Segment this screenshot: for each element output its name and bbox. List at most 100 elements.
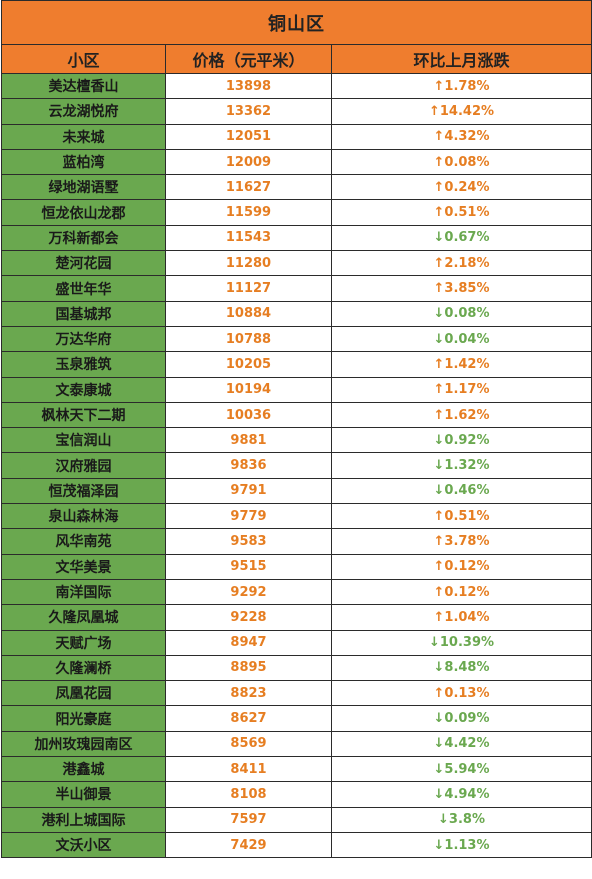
month-change-value: ↓4.94% [330, 781, 592, 808]
price-table: 铜山区 小区 价格（元平米） 环比上月涨跌 美达檀香山 13898 ↑1.78% 云龙… [0, 0, 592, 859]
community-name: 玉泉雅筑 [1, 351, 166, 378]
price-value: 13362 [165, 98, 332, 125]
community-name: 港鑫城 [1, 756, 166, 783]
community-name: 万科新都会 [1, 224, 166, 252]
table-row: 风华南苑 9583 ↑3.78% [1, 528, 592, 555]
community-name: 久隆澜桥 [1, 654, 166, 682]
community-name: 美达檀香山 [1, 72, 166, 100]
header-row: 小区 价格（元平米） 环比上月涨跌 [1, 44, 592, 74]
month-change-value: ↑0.51% [330, 199, 592, 226]
price-value: 11599 [165, 199, 332, 226]
price-value: 9515 [165, 553, 332, 580]
table-row: 万科新都会 11543 ↓0.67% [1, 224, 592, 252]
table-title: 铜山区 [0, 0, 592, 45]
community-name: 楚河花园 [1, 250, 166, 277]
community-name: 加州玫瑰园南区 [1, 730, 166, 758]
price-value: 8108 [165, 781, 332, 808]
month-change-value: ↑1.04% [330, 604, 592, 631]
table-row: 久隆凤凰城 9228 ↑1.04% [1, 604, 592, 631]
community-name: 万达华府 [1, 325, 166, 353]
month-change-value: ↓0.92% [330, 427, 592, 454]
table-body: 美达檀香山 13898 ↑1.78% 云龙湖悦府 13362 ↑14.42% 未来城 1205… [1, 72, 592, 859]
month-change-value: ↑1.62% [330, 401, 592, 429]
community-name: 蓝柏湾 [1, 148, 166, 176]
community-name: 国基城邦 [1, 300, 166, 327]
table-row: 美达檀香山 13898 ↑1.78% [1, 72, 592, 100]
table-row: 蓝柏湾 12009 ↑0.08% [1, 148, 592, 176]
month-change-value: ↑0.24% [330, 174, 592, 201]
table-row: 万达华府 10788 ↓0.04% [1, 325, 592, 353]
price-value: 9881 [165, 427, 332, 454]
month-change-value: ↓0.08% [330, 300, 592, 327]
community-name: 枫林天下二期 [1, 401, 166, 429]
month-change-value: ↓1.32% [330, 452, 592, 479]
month-change-value: ↓8.48% [330, 654, 592, 682]
community-name: 未来城 [1, 123, 166, 150]
month-change-value: ↑0.13% [330, 680, 592, 707]
price-value: 10788 [165, 325, 332, 353]
community-name: 宝信润山 [1, 427, 166, 454]
table-row: 天赋广场 8947 ↓10.39% [1, 629, 592, 656]
month-change-value: ↓0.46% [330, 477, 592, 505]
table-row: 未来城 12051 ↑4.32% [1, 123, 592, 150]
table-row: 港利上城国际 7597 ↓3.8% [1, 806, 592, 833]
price-value: 8411 [165, 756, 332, 783]
community-name: 天赋广场 [1, 629, 166, 656]
title-row: 铜山区 [0, 0, 592, 45]
price-value: 8627 [165, 705, 332, 732]
table-row: 港鑫城 8411 ↓5.94% [1, 756, 592, 783]
price-value: 7429 [165, 831, 332, 859]
community-name: 港利上城国际 [1, 806, 166, 833]
table-row: 盛世年华 11127 ↑3.85% [1, 275, 592, 302]
price-value: 9292 [165, 578, 332, 606]
community-name: 恒茂福泽园 [1, 477, 166, 505]
month-change-value: ↓3.8% [330, 806, 592, 833]
table-row: 汉府雅园 9836 ↓1.32% [1, 452, 592, 479]
month-change-value: ↓4.42% [330, 730, 592, 758]
community-name: 凤凰花园 [1, 680, 166, 707]
price-value: 11280 [165, 250, 332, 277]
community-name: 恒龙依山龙郡 [1, 199, 166, 226]
month-change-value: ↓5.94% [330, 756, 592, 783]
community-name: 南洋国际 [1, 578, 166, 606]
month-change-value: ↑0.08% [330, 148, 592, 176]
price-value: 10884 [165, 300, 332, 327]
community-name: 云龙湖悦府 [1, 98, 166, 125]
column-header-name: 小区 [1, 44, 166, 74]
price-value: 11627 [165, 174, 332, 201]
community-name: 久隆凤凰城 [1, 604, 166, 631]
table-row: 文沃小区 7429 ↓1.13% [1, 831, 592, 859]
month-change-value: ↑1.17% [330, 376, 592, 403]
column-header-change: 环比上月涨跌 [330, 44, 592, 74]
month-change-value: ↓0.04% [330, 325, 592, 353]
price-value: 9836 [165, 452, 332, 479]
table-row: 楚河花园 11280 ↑2.18% [1, 250, 592, 277]
price-value: 11127 [165, 275, 332, 302]
table-row: 南洋国际 9292 ↑0.12% [1, 578, 592, 606]
month-change-value: ↑1.42% [330, 351, 592, 378]
price-value: 9779 [165, 503, 332, 530]
community-name: 半山御景 [1, 781, 166, 808]
table-row: 文泰康城 10194 ↑1.17% [1, 376, 592, 403]
price-value: 12051 [165, 123, 332, 150]
column-header-price: 价格（元平米） [165, 44, 332, 74]
table-row: 宝信润山 9881 ↓0.92% [1, 427, 592, 454]
month-change-value: ↑14.42% [330, 98, 592, 125]
table-row: 久隆澜桥 8895 ↓8.48% [1, 654, 592, 682]
table-row: 绿地湖语墅 11627 ↑0.24% [1, 174, 592, 201]
price-value: 10194 [165, 376, 332, 403]
month-change-value: ↓10.39% [330, 629, 592, 656]
price-value: 11543 [165, 224, 332, 252]
month-change-value: ↑1.78% [330, 72, 592, 100]
price-value: 8569 [165, 730, 332, 758]
table-row: 半山御景 8108 ↓4.94% [1, 781, 592, 808]
table-row: 玉泉雅筑 10205 ↑1.42% [1, 351, 592, 378]
table-row: 云龙湖悦府 13362 ↑14.42% [1, 98, 592, 125]
price-value: 10205 [165, 351, 332, 378]
community-name: 盛世年华 [1, 275, 166, 302]
table-row: 凤凰花园 8823 ↑0.13% [1, 680, 592, 707]
month-change-value: ↑2.18% [330, 250, 592, 277]
price-value: 8823 [165, 680, 332, 707]
month-change-value: ↑4.32% [330, 123, 592, 150]
